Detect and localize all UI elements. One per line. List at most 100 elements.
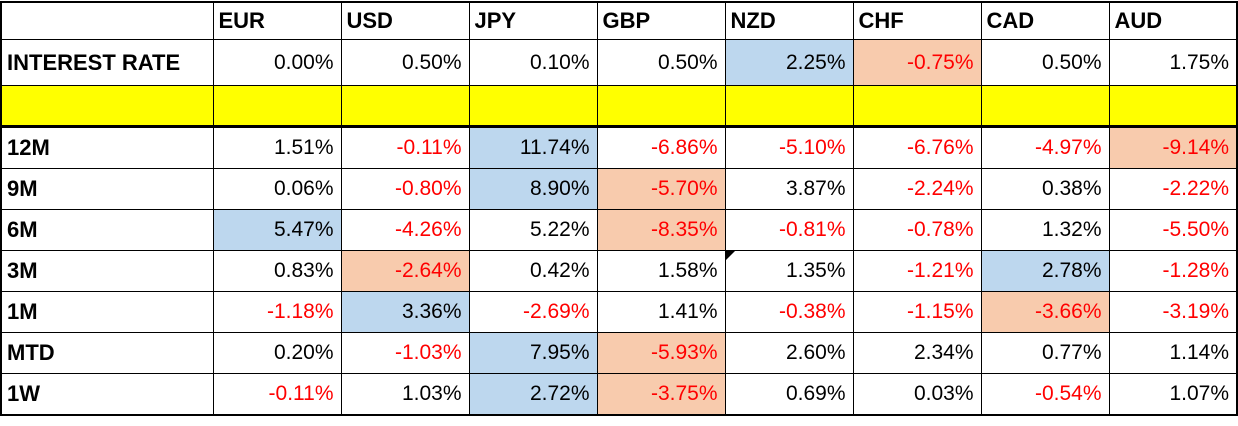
spacer-cell[interactable]: [340, 85, 470, 128]
cell-1w-usd[interactable]: 1.03%: [340, 373, 470, 416]
header-usd[interactable]: USD: [340, 1, 470, 40]
period-label-3m[interactable]: 3M: [0, 250, 214, 292]
spacer-cell[interactable]: [724, 85, 854, 128]
cell-9m-nzd[interactable]: 3.87%: [724, 168, 854, 210]
cell-12m-nzd[interactable]: -5.10%: [724, 126, 854, 169]
row-9m: 9M 0.06% -0.80% 8.90% -5.70% 3.87% -2.24…: [0, 168, 1238, 210]
cell-12m-eur[interactable]: 1.51%: [212, 126, 342, 169]
cell-3m-usd[interactable]: -2.64%: [340, 250, 470, 292]
header-nzd[interactable]: NZD: [724, 1, 854, 40]
row-3m: 3M 0.83% -2.64% 0.42% 1.58% 1.35% -1.21%…: [0, 250, 1238, 292]
cell-1w-nzd[interactable]: 0.69%: [724, 373, 854, 416]
cell-9m-eur[interactable]: 0.06%: [212, 168, 342, 210]
cell-3m-chf[interactable]: -1.21%: [852, 250, 982, 292]
cell-1m-chf[interactable]: -1.15%: [852, 291, 982, 333]
corner-cell[interactable]: [0, 1, 214, 40]
cell-interest-nzd[interactable]: 2.25%: [724, 39, 854, 86]
cell-3m-aud[interactable]: -1.28%: [1108, 250, 1238, 292]
period-label-12m[interactable]: 12M: [0, 126, 214, 169]
cell-interest-jpy[interactable]: 0.10%: [468, 39, 598, 86]
row-1w: 1W -0.11% 1.03% 2.72% -3.75% 0.69% 0.03%…: [0, 373, 1238, 416]
cell-interest-gbp[interactable]: 0.50%: [596, 39, 726, 86]
cell-1w-chf[interactable]: 0.03%: [852, 373, 982, 416]
cell-12m-usd[interactable]: -0.11%: [340, 126, 470, 169]
cell-mtd-eur[interactable]: 0.20%: [212, 332, 342, 374]
cell-1m-eur[interactable]: -1.18%: [212, 291, 342, 333]
period-label-6m[interactable]: 6M: [0, 209, 214, 251]
spacer-cell[interactable]: [852, 85, 982, 128]
cell-3m-cad[interactable]: 2.78%: [980, 250, 1110, 292]
cell-mtd-usd[interactable]: -1.03%: [340, 332, 470, 374]
cell-mtd-aud[interactable]: 1.14%: [1108, 332, 1238, 374]
cell-mtd-cad[interactable]: 0.77%: [980, 332, 1110, 374]
cell-9m-aud[interactable]: -2.22%: [1108, 168, 1238, 210]
cell-1w-eur[interactable]: -0.11%: [212, 373, 342, 416]
cell-9m-usd[interactable]: -0.80%: [340, 168, 470, 210]
cell-interest-cad[interactable]: 0.50%: [980, 39, 1110, 86]
cell-interest-eur[interactable]: 0.00%: [212, 39, 342, 86]
cell-interest-chf[interactable]: -0.75%: [852, 39, 982, 86]
cell-9m-chf[interactable]: -2.24%: [852, 168, 982, 210]
cell-1m-cad[interactable]: -3.66%: [980, 291, 1110, 333]
cell-1w-cad[interactable]: -0.54%: [980, 373, 1110, 416]
cell-6m-usd[interactable]: -4.26%: [340, 209, 470, 251]
header-jpy[interactable]: JPY: [468, 1, 598, 40]
period-label-9m[interactable]: 9M: [0, 168, 214, 210]
cell-12m-cad[interactable]: -4.97%: [980, 126, 1110, 169]
cell-12m-gbp[interactable]: -6.86%: [596, 126, 726, 169]
cell-12m-jpy[interactable]: 11.74%: [468, 126, 598, 169]
period-label-mtd[interactable]: MTD: [0, 332, 214, 374]
yellow-spacer-row: [0, 85, 1238, 128]
cell-12m-aud[interactable]: -9.14%: [1108, 126, 1238, 169]
period-label-1m[interactable]: 1M: [0, 291, 214, 333]
cell-interest-usd[interactable]: 0.50%: [340, 39, 470, 86]
header-aud[interactable]: AUD: [1108, 1, 1238, 40]
header-cad[interactable]: CAD: [980, 1, 1110, 40]
header-eur[interactable]: EUR: [212, 1, 342, 40]
cell-1m-gbp[interactable]: 1.41%: [596, 291, 726, 333]
cell-1m-jpy[interactable]: -2.69%: [468, 291, 598, 333]
cell-mtd-jpy[interactable]: 7.95%: [468, 332, 598, 374]
cell-6m-eur[interactable]: 5.47%: [212, 209, 342, 251]
cell-6m-cad[interactable]: 1.32%: [980, 209, 1110, 251]
spacer-cell[interactable]: [0, 85, 214, 128]
cell-12m-chf[interactable]: -6.76%: [852, 126, 982, 169]
cell-1w-aud[interactable]: 1.07%: [1108, 373, 1238, 416]
header-gbp[interactable]: GBP: [596, 1, 726, 40]
cell-6m-nzd[interactable]: -0.81%: [724, 209, 854, 251]
cell-1w-jpy[interactable]: 2.72%: [468, 373, 598, 416]
spacer-cell[interactable]: [212, 85, 342, 128]
cell-mtd-chf[interactable]: 2.34%: [852, 332, 982, 374]
cell-interest-aud[interactable]: 1.75%: [1108, 39, 1238, 86]
header-chf[interactable]: CHF: [852, 1, 982, 40]
cell-mtd-gbp[interactable]: -5.93%: [596, 332, 726, 374]
fx-performance-table: EUR USD JPY GBP NZD CHF CAD AUD INTEREST…: [0, 1, 1238, 416]
cell-3m-eur[interactable]: 0.83%: [212, 250, 342, 292]
spacer-cell[interactable]: [468, 85, 598, 128]
cell-1m-aud[interactable]: -3.19%: [1108, 291, 1238, 333]
spacer-cell[interactable]: [1108, 85, 1238, 128]
cell-1m-usd[interactable]: 3.36%: [340, 291, 470, 333]
interest-rate-label[interactable]: INTEREST RATE: [0, 39, 214, 86]
cell-9m-gbp[interactable]: -5.70%: [596, 168, 726, 210]
row-mtd: MTD 0.20% -1.03% 7.95% -5.93% 2.60% 2.34…: [0, 332, 1238, 374]
spacer-cell[interactable]: [596, 85, 726, 128]
cell-6m-aud[interactable]: -5.50%: [1108, 209, 1238, 251]
period-label-1w[interactable]: 1W: [0, 373, 214, 416]
cell-6m-gbp[interactable]: -8.35%: [596, 209, 726, 251]
currency-header-row: EUR USD JPY GBP NZD CHF CAD AUD: [0, 1, 1238, 40]
cell-9m-cad[interactable]: 0.38%: [980, 168, 1110, 210]
row-12m: 12M 1.51% -0.11% 11.74% -6.86% -5.10% -6…: [0, 126, 1238, 169]
cell-9m-jpy[interactable]: 8.90%: [468, 168, 598, 210]
cell-3m-jpy[interactable]: 0.42%: [468, 250, 598, 292]
cell-3m-gbp[interactable]: 1.58%: [596, 250, 726, 292]
cell-mtd-nzd[interactable]: 2.60%: [724, 332, 854, 374]
spacer-cell[interactable]: [980, 85, 1110, 128]
row-1m: 1M -1.18% 3.36% -2.69% 1.41% -0.38% -1.1…: [0, 291, 1238, 333]
cell-6m-chf[interactable]: -0.78%: [852, 209, 982, 251]
cell-1w-gbp[interactable]: -3.75%: [596, 373, 726, 416]
cell-6m-jpy[interactable]: 5.22%: [468, 209, 598, 251]
cell-1m-nzd[interactable]: -0.38%: [724, 291, 854, 333]
cell-3m-nzd[interactable]: 1.35%: [724, 250, 854, 292]
